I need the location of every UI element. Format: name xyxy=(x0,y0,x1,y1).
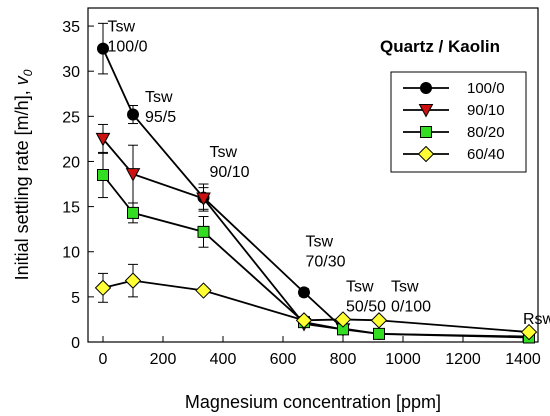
annotation: Tsw 95/5 xyxy=(145,89,176,126)
y-tick-label: 30 xyxy=(62,64,80,81)
y-tick-label: 10 xyxy=(62,245,80,262)
data-point xyxy=(127,206,139,219)
annotation-line: 95/5 xyxy=(145,109,176,126)
annotation-line: 0/100 xyxy=(391,298,431,315)
x-tick-label: 600 xyxy=(270,351,297,368)
y-tick-label: 5 xyxy=(71,290,80,307)
data-point xyxy=(295,312,313,329)
legend-entry: 60/40 xyxy=(403,145,505,163)
annotation-line: 100/0 xyxy=(108,38,148,55)
legend-label: 80/20 xyxy=(467,124,505,141)
y-tick-label: 35 xyxy=(62,19,80,36)
legend-label: 90/10 xyxy=(467,102,505,119)
x-tick-label: 200 xyxy=(150,351,177,368)
x-tick-label: 1200 xyxy=(445,351,481,368)
annotation-line: Tsw xyxy=(210,144,238,161)
data-point xyxy=(520,323,538,341)
data-point xyxy=(373,327,385,340)
annotation-line: Tsw xyxy=(391,278,419,295)
legend-label: 60/40 xyxy=(467,146,505,163)
data-point xyxy=(124,272,142,289)
annotation: Tsw 70/30 xyxy=(306,233,346,270)
data-point xyxy=(94,279,112,297)
annotation: Tsw 50/50 xyxy=(346,278,386,315)
y-axis-title-text: Initial settling rate [m/h], xyxy=(12,85,32,280)
series-100-0 xyxy=(97,22,535,343)
y-tick-label: 0 xyxy=(71,335,80,352)
legend-marker xyxy=(420,82,432,94)
data-point xyxy=(97,169,109,181)
annotation-line: Tsw xyxy=(145,89,173,106)
legend-entry: 100/0 xyxy=(403,80,505,97)
data-point xyxy=(195,282,212,299)
y-tick-label: 20 xyxy=(62,154,80,171)
data-point xyxy=(298,286,310,299)
x-tick-label: 0 xyxy=(99,351,108,368)
x-axis-title: Magnesium concentration [ppm] xyxy=(185,392,441,412)
y-tick-label: 15 xyxy=(62,200,80,217)
annotation-line: Tsw xyxy=(306,233,334,250)
legend-marker xyxy=(418,104,434,118)
y-tick-label: 25 xyxy=(62,109,80,126)
annotation-line: Rsw xyxy=(523,311,550,328)
y-axis-title-subscript: 0 xyxy=(21,69,35,76)
data-point xyxy=(95,132,111,147)
data-point xyxy=(127,108,139,121)
x-tick-label: 1000 xyxy=(385,351,421,368)
legend-box xyxy=(390,71,527,173)
data-point xyxy=(334,311,352,328)
annotation: Tsw 90/10 xyxy=(210,144,250,181)
x-tick-label: 400 xyxy=(210,351,237,368)
series-layer xyxy=(94,22,538,344)
legend-marker xyxy=(417,145,435,163)
legend: Quartz / Kaolin 100/0 90/10 80/20 60/40 xyxy=(380,37,527,173)
annotation: Tsw 0/100 xyxy=(391,278,431,315)
data-point xyxy=(370,312,388,329)
y-axis-title: Initial settling rate [m/h], v0 xyxy=(12,69,35,280)
data-point xyxy=(197,225,210,238)
annotation-line: 70/30 xyxy=(306,253,346,270)
legend-marker xyxy=(420,126,432,138)
data-point xyxy=(196,192,211,207)
legend-title: Quartz / Kaolin xyxy=(380,37,500,56)
annotation-line: 90/10 xyxy=(210,164,250,181)
legend-entry: 90/10 xyxy=(403,102,505,119)
annotation: Tsw 100/0 xyxy=(108,18,148,55)
series-60-40 xyxy=(94,263,538,341)
annotation: Rsw xyxy=(523,311,550,328)
legend-label: 100/0 xyxy=(467,80,505,97)
x-tick-label: 800 xyxy=(330,351,357,368)
data-point xyxy=(97,42,109,55)
data-point xyxy=(125,168,141,182)
plot-frame xyxy=(87,7,539,343)
y-axis-title-symbol: v xyxy=(12,75,32,85)
annotation-line: 50/50 xyxy=(346,298,386,315)
x-tick-label: 1400 xyxy=(505,351,541,368)
annotation-line: Tsw xyxy=(108,18,136,35)
legend-entry: 80/20 xyxy=(403,124,505,141)
axes: 0 200 400 600 800 1000 1200 1400 0 5 10 15 20 25 30 35 xyxy=(62,7,541,368)
annotation-line: Tsw xyxy=(346,278,374,295)
